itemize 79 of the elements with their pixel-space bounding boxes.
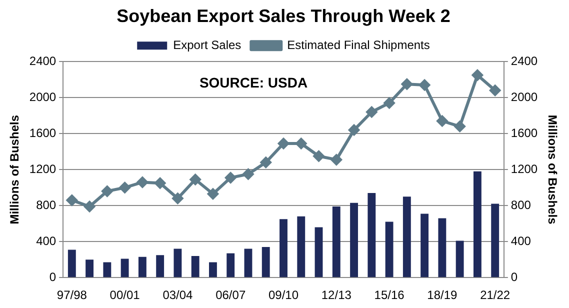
- bar: [68, 250, 76, 278]
- y-tick-label: 400: [36, 234, 56, 248]
- point: [348, 124, 360, 136]
- point: [66, 194, 78, 206]
- x-tick-label: 21/22: [480, 288, 510, 302]
- y-tick-label: 2000: [29, 90, 56, 104]
- point: [154, 178, 166, 189]
- bar: [420, 214, 429, 278]
- point: [242, 168, 254, 180]
- y-tick-label: 800: [36, 198, 56, 212]
- point: [84, 201, 96, 212]
- annotation: SOURCE: USDA: [199, 74, 308, 90]
- bar: [209, 262, 217, 278]
- point: [436, 116, 448, 126]
- bar: [174, 248, 182, 278]
- point: [384, 98, 395, 108]
- x-tick-label: 12/13: [321, 288, 352, 302]
- x-tick-label: 03/04: [162, 288, 194, 302]
- bar: [473, 171, 482, 278]
- bar: [297, 216, 306, 278]
- bar: [456, 240, 464, 278]
- bar: [262, 247, 270, 278]
- point: [454, 120, 466, 132]
- x-tick-label: 00/01: [110, 288, 140, 302]
- point: [278, 138, 289, 149]
- point: [490, 84, 501, 96]
- bar: [332, 206, 340, 278]
- bar: [350, 202, 358, 278]
- point: [260, 156, 272, 168]
- bar: [226, 253, 235, 278]
- x-tick-label: 06/07: [216, 288, 246, 302]
- y2-tick-label: 1200: [510, 162, 538, 176]
- point: [366, 106, 378, 118]
- chart-title: Soybean Export Sales Through Week 2: [116, 6, 450, 26]
- x-tick-label: 97/98: [56, 288, 88, 302]
- x-tick-label: 15/16: [374, 288, 405, 302]
- y2-tick-label: 800: [510, 198, 532, 212]
- point: [296, 138, 307, 149]
- bar: [402, 196, 411, 278]
- bar: [156, 255, 164, 278]
- bar: [244, 248, 252, 278]
- x-tick-label: 09/10: [268, 288, 299, 302]
- bar: [368, 193, 376, 278]
- y-tick-label: 0: [49, 270, 56, 284]
- bar: [138, 256, 146, 278]
- y2-tick-label: 2000: [510, 90, 538, 104]
- y2-tick-label: 400: [510, 234, 532, 248]
- point: [419, 80, 430, 90]
- point: [136, 176, 148, 188]
- bar: [191, 256, 200, 278]
- bar: [385, 222, 394, 278]
- point: [102, 186, 113, 197]
- point: [207, 188, 218, 200]
- bar: [103, 262, 112, 278]
- y-tick-label: 1200: [29, 162, 56, 176]
- y-tick-label: 2400: [29, 54, 56, 68]
- bar: [86, 260, 94, 278]
- point: [190, 174, 201, 185]
- point: [172, 192, 184, 204]
- legend-label: Export Sales: [173, 38, 242, 52]
- y2-tick-label: 2400: [510, 54, 538, 68]
- y2-axis-title: Millions of Bushels: [545, 114, 560, 225]
- bar: [491, 204, 500, 278]
- y2-tick-label: 0: [510, 270, 518, 284]
- y-tick-label: 1600: [29, 126, 56, 140]
- point: [472, 70, 483, 81]
- x-tick-label: 18/19: [427, 288, 458, 302]
- bar: [314, 227, 323, 278]
- y2-tick-label: 1600: [510, 126, 538, 140]
- point: [119, 182, 130, 194]
- point: [330, 154, 342, 166]
- y-axis-title: Millions of Bushels: [8, 114, 22, 224]
- point: [401, 78, 412, 90]
- bar: [438, 218, 446, 278]
- point: [313, 150, 324, 162]
- bar: [120, 258, 129, 278]
- point: [225, 172, 236, 184]
- bar: [280, 219, 288, 278]
- legend-label: Estimated Final Shipments: [287, 38, 430, 52]
